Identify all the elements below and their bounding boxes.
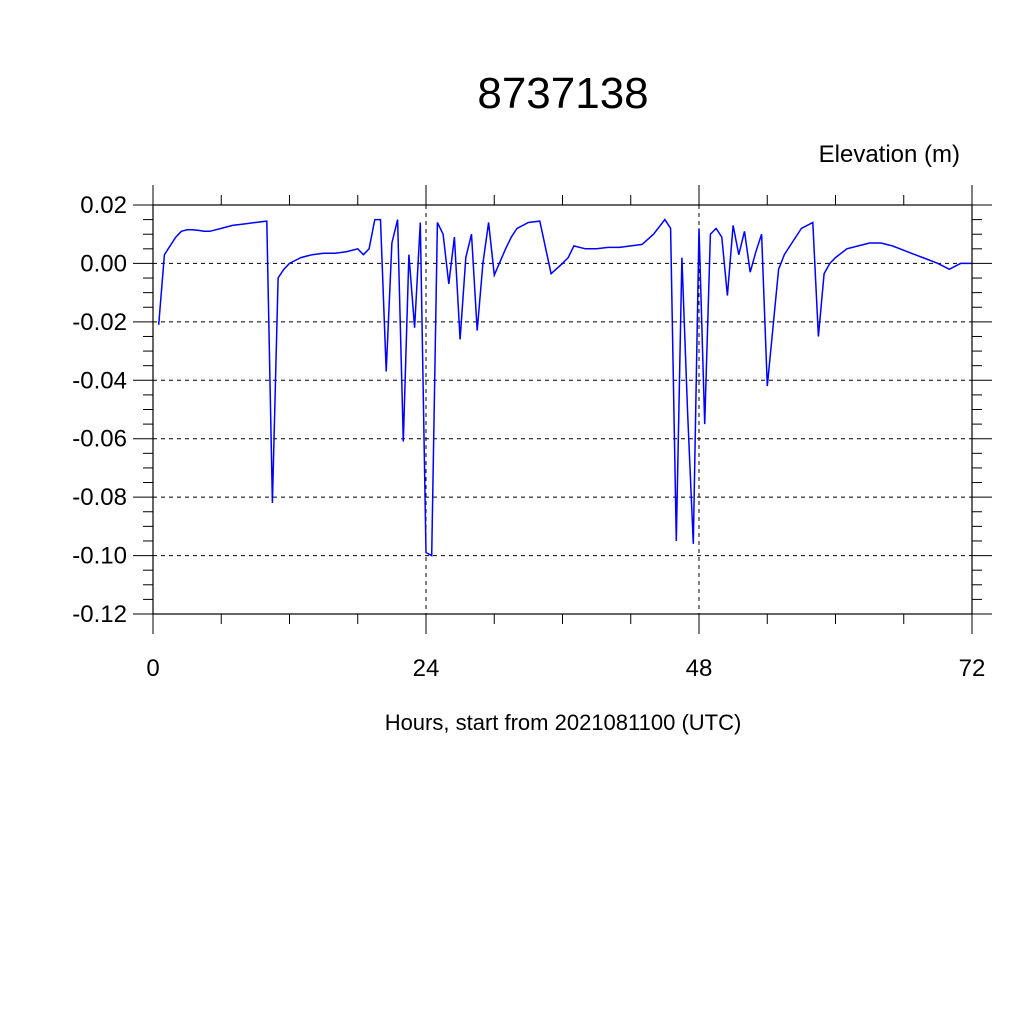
axes-layer	[133, 185, 992, 634]
plot-frame	[152, 204, 973, 615]
y-tick-label-4: -0.06	[72, 426, 127, 453]
y-tick-label-1: 0.00	[80, 250, 127, 277]
y-axis-label: Elevation (m)	[819, 141, 960, 168]
x-tick-label-3: 72	[959, 655, 986, 682]
y-tick-label-0: 0.02	[80, 192, 127, 219]
y-tick-label-7: -0.12	[72, 601, 127, 628]
series-line-0	[157, 218, 972, 557]
y-tick-label-2: -0.02	[72, 309, 127, 336]
y-tick-label-5: -0.08	[72, 484, 127, 511]
x-axis-label: Hours, start from 2021081100 (UTC)	[385, 710, 742, 735]
tick-label-layer: 0.02 0.00 -0.02 -0.04 -0.06 -0.08 -0.10 -0.12 0 2…	[72, 192, 985, 682]
series-layer	[157, 218, 972, 557]
x-tick-label-2: 48	[686, 655, 713, 682]
chart-title: 8737138	[477, 69, 648, 118]
x-tick-label-1: 24	[413, 655, 440, 682]
grid-layer	[152, 204, 973, 615]
x-tick-label-0: 0	[146, 655, 159, 682]
y-tick-label-3: -0.04	[72, 367, 127, 394]
y-tick-label-6: -0.10	[72, 543, 127, 570]
